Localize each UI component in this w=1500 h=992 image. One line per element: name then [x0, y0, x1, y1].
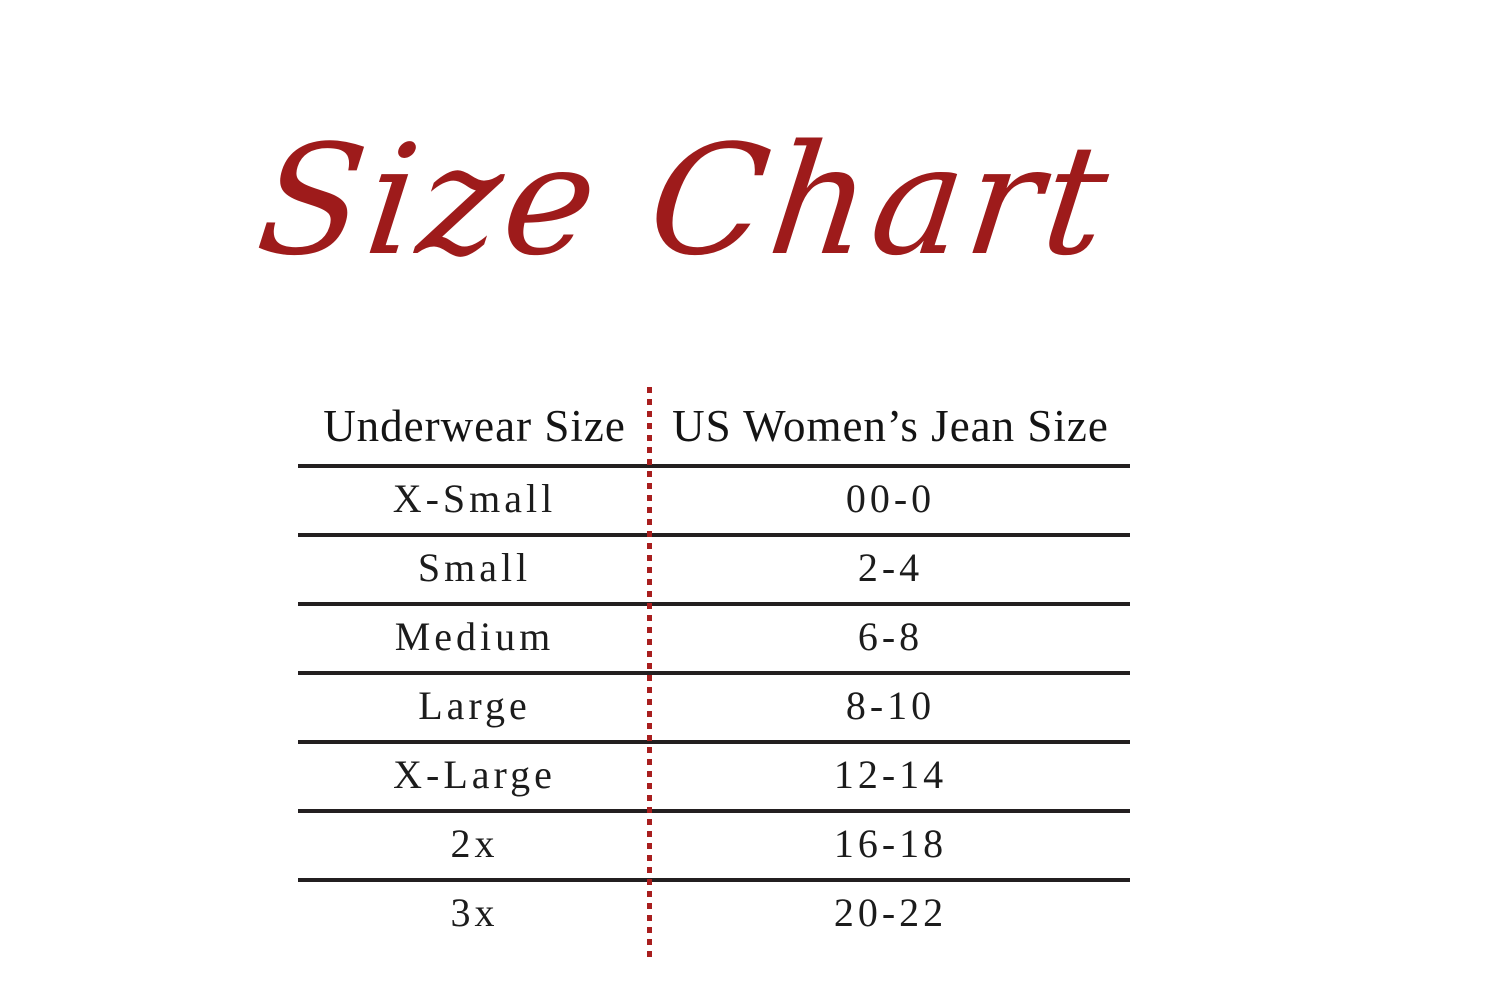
table-row: Small 2-4	[298, 537, 1130, 606]
size-table: Underwear Size US Women’s Jean Size X-Sm…	[298, 387, 1130, 957]
jean-size-cell: 8-10	[845, 682, 936, 728]
jean-size-cell: 00-0	[845, 475, 936, 521]
underwear-size-cell: X-Large	[393, 751, 556, 797]
underwear-size-cell: Small	[417, 544, 532, 590]
table-row: X-Small 00-0	[298, 468, 1130, 537]
table-header-row: Underwear Size US Women’s Jean Size	[298, 392, 1130, 468]
table-row: 2x 16-18	[298, 813, 1130, 882]
underwear-size-cell: 3x	[450, 889, 499, 935]
chart-title: Size Chart	[249, 112, 1121, 289]
jean-size-cell: 2-4	[857, 544, 924, 590]
table-row: Large 8-10	[298, 675, 1130, 744]
jean-size-cell: 12-14	[833, 751, 948, 797]
underwear-size-cell: Medium	[394, 613, 555, 659]
underwear-size-cell: Large	[418, 682, 531, 728]
jean-size-cell: 6-8	[857, 613, 924, 659]
jean-size-cell: 16-18	[833, 820, 948, 866]
column-header-jean-size: US Women’s Jean Size	[672, 400, 1109, 451]
underwear-size-cell: 2x	[450, 820, 499, 866]
table-row: X-Large 12-14	[298, 744, 1130, 813]
column-header-underwear-size: Underwear Size	[323, 400, 626, 451]
table-row: Medium 6-8	[298, 606, 1130, 675]
underwear-size-cell: X-Small	[392, 475, 557, 521]
table-row: 3x 20-22	[298, 882, 1130, 947]
jean-size-cell: 20-22	[833, 889, 948, 935]
